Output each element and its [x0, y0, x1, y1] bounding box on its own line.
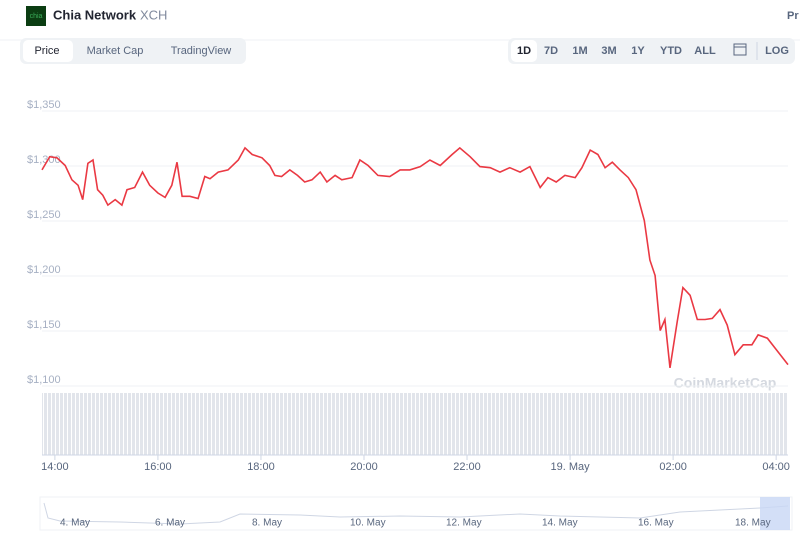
log-button[interactable]: LOG [765, 45, 789, 57]
header-right: Pr [787, 10, 799, 22]
x-tick-label: 19. May [551, 461, 591, 473]
x-tick-label: 22:00 [453, 461, 481, 473]
y-tick-label: $1,300 [27, 154, 61, 166]
y-tick-label: $1,200 [27, 264, 61, 276]
range-active[interactable] [511, 40, 537, 62]
navigator[interactable] [39, 496, 793, 531]
x-tick-label: 14:00 [41, 461, 69, 473]
x-tick-label: 18:00 [247, 461, 275, 473]
navigator-label: 12. May [446, 518, 482, 529]
price-line [41, 146, 789, 369]
navigator-label: 6. May [155, 518, 185, 529]
tab-group [20, 38, 246, 64]
navigator-selection[interactable] [760, 497, 790, 530]
x-tick-label: 16:00 [144, 461, 172, 473]
tab[interactable]: TradingView [171, 45, 232, 57]
range-button[interactable]: ALL [694, 45, 716, 57]
y-tick-label: $1,250 [27, 209, 61, 221]
y-tick-label: $1,350 [27, 99, 61, 111]
y-tick-label: $1,100 [27, 374, 61, 386]
y-tick-label: $1,150 [27, 319, 61, 331]
tab[interactable]: Market Cap [87, 45, 144, 57]
navigator-label: 16. May [638, 518, 674, 529]
range-button[interactable]: 3M [601, 45, 616, 57]
header-bar [0, 0, 800, 40]
x-tick-label: 20:00 [350, 461, 378, 473]
range-button[interactable]: 1D [517, 45, 531, 57]
calendar-icon[interactable] [733, 43, 747, 56]
navigator-label: 18. May [735, 518, 771, 529]
navigator-label: 8. May [252, 518, 282, 529]
volume-bars [42, 393, 788, 455]
coin-symbol: XCH [140, 7, 167, 22]
navigator-line [43, 502, 789, 525]
x-tick-label: 04:00 [762, 461, 790, 473]
watermark: CoinMarketCap [674, 375, 777, 391]
range-button[interactable]: YTD [660, 45, 682, 57]
navigator-label: 14. May [542, 518, 578, 529]
logo-text: chia [30, 13, 43, 20]
range-button[interactable]: 1Y [631, 45, 645, 57]
range-group [508, 38, 795, 64]
coin-name: Chia Network [53, 7, 137, 22]
x-tick-label: 02:00 [659, 461, 687, 473]
tab-active[interactable] [23, 40, 73, 62]
range-button[interactable]: 1M [572, 45, 587, 57]
navigator-label: 4. May [60, 518, 90, 529]
tab[interactable]: Price [34, 45, 59, 57]
range-button[interactable]: 7D [544, 45, 558, 57]
navigator-label: 10. May [350, 518, 386, 529]
logo [26, 6, 46, 26]
